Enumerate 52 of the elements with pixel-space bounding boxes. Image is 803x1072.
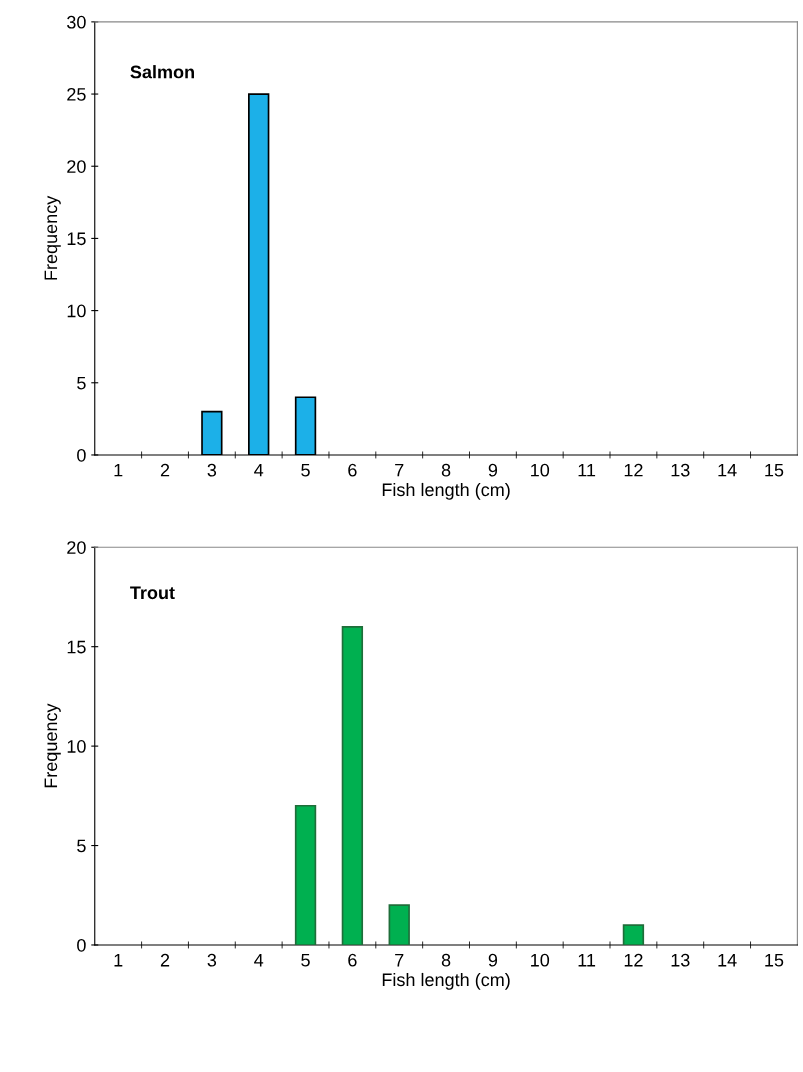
y-tick-label: 0 bbox=[77, 448, 86, 462]
x-tick-label: 14 bbox=[718, 463, 737, 477]
y-tick-label: 10 bbox=[67, 740, 86, 753]
x-tick-label: 5 bbox=[301, 463, 310, 477]
y-tick-label: 10 bbox=[67, 304, 86, 318]
bar bbox=[294, 804, 317, 945]
x-tick-label: 10 bbox=[531, 953, 550, 967]
bar bbox=[622, 924, 645, 945]
x-tick-label: 13 bbox=[671, 953, 690, 967]
x-tick-label: 9 bbox=[488, 953, 498, 967]
x-axis-title: Fish length (cm) bbox=[382, 972, 510, 990]
x-tick-label: 1 bbox=[114, 953, 123, 967]
x-tick-label: 1 bbox=[114, 463, 123, 477]
bar bbox=[388, 904, 410, 945]
text: Trout bbox=[130, 586, 175, 600]
x-tick-label: 12 bbox=[624, 463, 643, 477]
x-tick-label: 4 bbox=[254, 463, 264, 477]
y-tick-label: 25 bbox=[67, 87, 86, 101]
y-tick-label: 5 bbox=[77, 839, 86, 853]
x-tick-label: 15 bbox=[765, 953, 784, 967]
x-tick-label: 14 bbox=[718, 953, 737, 967]
x-tick-label: 10 bbox=[531, 463, 550, 477]
y-tick-label: 15 bbox=[67, 640, 86, 654]
x-tick-label: 6 bbox=[348, 953, 357, 967]
x-tick-label: 11 bbox=[578, 953, 596, 967]
x-tick-label: 2 bbox=[160, 463, 170, 477]
x-tick-label: 13 bbox=[671, 463, 690, 477]
x-tick-label: 2 bbox=[160, 953, 170, 967]
y-tick-label: 0 bbox=[77, 938, 86, 952]
x-tick-label: 11 bbox=[578, 463, 596, 477]
y-axis-title: Frequency bbox=[44, 195, 61, 280]
x-tick-label: 5 bbox=[301, 953, 310, 967]
y-tick-label: 20 bbox=[67, 160, 86, 173]
x-axis-title: Fish length (cm) bbox=[382, 482, 510, 500]
x-tick-label: 7 bbox=[395, 953, 404, 967]
x-tick-label: 3 bbox=[207, 463, 217, 477]
y-tick-label: 20 bbox=[67, 541, 86, 554]
x-tick-label: 8 bbox=[441, 463, 451, 477]
y-tick-label: 5 bbox=[77, 376, 86, 390]
bar bbox=[341, 625, 364, 945]
y-tick-label: 30 bbox=[67, 15, 86, 29]
x-tick-label: 6 bbox=[348, 463, 357, 477]
x-tick-label: 3 bbox=[207, 953, 217, 967]
y-axis-title: Frequency bbox=[44, 703, 61, 788]
x-tick-label: 15 bbox=[765, 463, 784, 477]
text: Salmon bbox=[130, 65, 194, 79]
x-tick-label: 4 bbox=[254, 953, 264, 967]
x-tick-label: 7 bbox=[395, 463, 404, 477]
x-tick-label: 8 bbox=[441, 953, 451, 967]
x-tick-label: 12 bbox=[624, 953, 643, 967]
x-tick-label: 9 bbox=[488, 463, 498, 477]
y-tick-label: 15 bbox=[67, 232, 86, 246]
